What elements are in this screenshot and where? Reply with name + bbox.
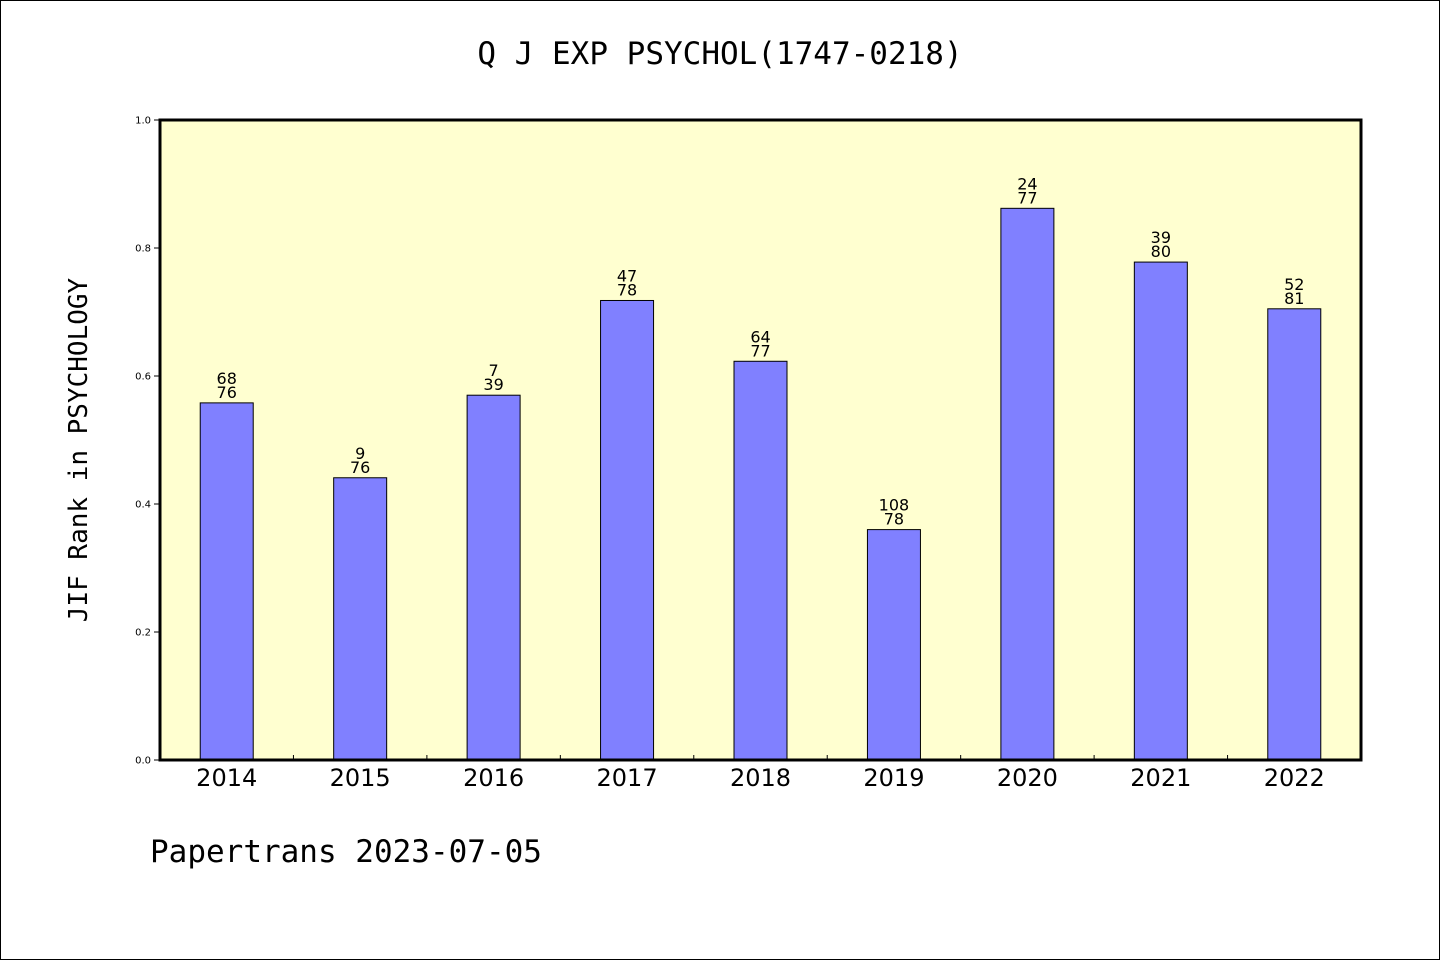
x-tick-label: 2022 [1264, 764, 1325, 792]
x-tick-label: 2020 [997, 764, 1058, 792]
bar-label-bottom: 80 [1151, 242, 1171, 261]
bar [1267, 308, 1322, 761]
x-tick-label: 2016 [463, 764, 524, 792]
bar [466, 394, 521, 761]
bar [199, 402, 254, 761]
bar-label-top: 9 [355, 444, 365, 463]
bar [866, 529, 921, 761]
chart-title: Q J EXP PSYCHOL(1747-0218) [477, 36, 963, 72]
x-tick-label: 2018 [730, 764, 791, 792]
bar-label-bottom: 78 [884, 510, 904, 529]
x-tick-label: 2021 [1130, 764, 1191, 792]
bar-label-bottom: 77 [1017, 188, 1037, 207]
y-tick-label: 0.0 [135, 756, 151, 767]
bar-label-top: 52 [1284, 275, 1304, 294]
bar [1000, 207, 1055, 761]
bar [1133, 261, 1188, 761]
x-tick-label: 2019 [863, 764, 924, 792]
y-tick-label: 1.0 [135, 116, 151, 127]
y-tick-label: 0.6 [135, 372, 151, 383]
bar-label-bottom: 76 [350, 458, 370, 477]
bar-label-top: 108 [879, 496, 910, 515]
footer-text: Papertrans 2023-07-05 [150, 834, 542, 870]
bar-label-top: 64 [750, 327, 770, 346]
plot-border [158, 118, 1363, 762]
y-tick-label: 0.8 [135, 244, 151, 255]
x-tick-label: 2014 [196, 764, 257, 792]
bar-label-bottom: 76 [217, 383, 237, 402]
bar [333, 477, 388, 761]
bar [733, 360, 788, 761]
bar-label-bottom: 78 [617, 280, 637, 299]
bar-label-bottom: 81 [1284, 289, 1304, 308]
y-tick-label: 0.4 [135, 500, 151, 511]
x-tick-label: 2015 [330, 764, 391, 792]
bar [600, 299, 655, 761]
bar-label-top: 24 [1017, 174, 1037, 193]
bar-label-bottom: 39 [483, 375, 503, 394]
bar-label-top: 47 [617, 266, 637, 285]
x-tick-label: 2017 [597, 764, 658, 792]
bar-label-top: 39 [1151, 228, 1171, 247]
bar-label-top: 7 [489, 361, 499, 380]
bar-label-top: 68 [217, 369, 237, 388]
bar-label-bottom: 77 [750, 341, 770, 360]
y-tick-label: 0.2 [135, 628, 151, 639]
